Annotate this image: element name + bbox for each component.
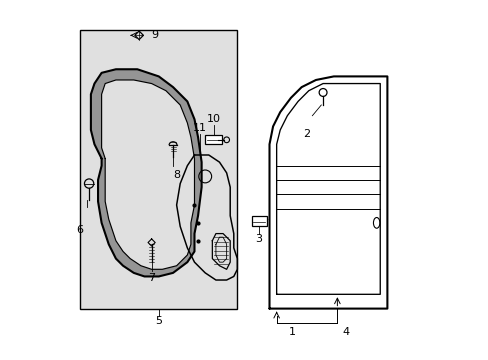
Text: 2: 2: [303, 129, 310, 139]
PathPatch shape: [91, 69, 201, 276]
Text: 5: 5: [155, 316, 162, 326]
Text: 7: 7: [148, 273, 155, 283]
Text: 1: 1: [288, 327, 296, 337]
Bar: [251, 216, 266, 226]
Text: 3: 3: [255, 234, 262, 244]
Text: 9: 9: [151, 30, 159, 40]
Text: 11: 11: [192, 123, 206, 133]
Bar: [205, 135, 222, 144]
Text: 8: 8: [173, 170, 180, 180]
Text: 10: 10: [206, 114, 220, 124]
Text: 6: 6: [77, 225, 83, 235]
Bar: [80, 30, 237, 309]
Text: 4: 4: [342, 327, 349, 337]
